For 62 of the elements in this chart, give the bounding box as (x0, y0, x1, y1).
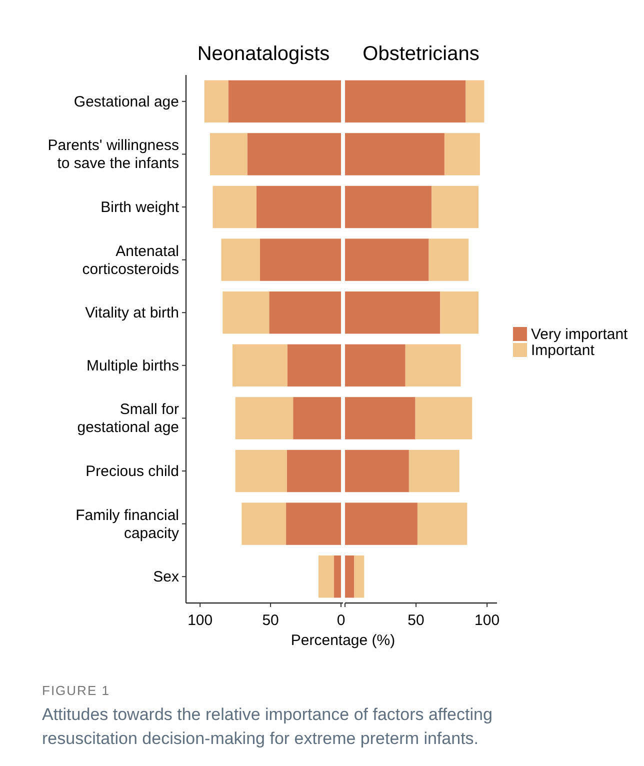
bar (415, 397, 472, 440)
bar (235, 450, 287, 492)
bar (286, 450, 341, 492)
x-axis-title: Percentage (%) (290, 632, 396, 649)
x-tick-label: 50 (262, 612, 279, 629)
bar (432, 186, 479, 228)
bar (222, 291, 270, 334)
bar (232, 344, 288, 387)
bar (221, 238, 260, 281)
bar (345, 80, 466, 123)
bar (345, 450, 409, 492)
bar (334, 555, 341, 598)
bar (405, 344, 461, 387)
bar (210, 133, 248, 176)
bar (247, 133, 341, 176)
bar (204, 80, 228, 123)
bar (345, 238, 429, 281)
bar (345, 291, 440, 334)
bar (269, 291, 341, 334)
x-tick-label: 100 (188, 612, 213, 629)
bar (318, 555, 334, 598)
bar (286, 502, 341, 545)
text: Attitudes towards the relative importance of factors affecting resuscitation decision-making for extreme preterm infants. (42, 705, 492, 748)
bar (212, 186, 256, 228)
bar (345, 186, 432, 228)
chart-title: Neonatalogists (197, 43, 330, 65)
y-tick-label: Sex (153, 568, 180, 586)
y-tick-label: Small for gestational age (77, 401, 179, 436)
bar (293, 397, 341, 440)
y-tick-label: Parents' willingness to save the infants (48, 137, 179, 172)
bar (287, 344, 341, 387)
bar (408, 450, 460, 492)
bar (345, 344, 406, 387)
caption: FIGURE 1 (42, 683, 110, 698)
y-tick-label: Birth weight (100, 199, 180, 216)
y-tick-label: Family financial capacity (76, 506, 180, 542)
y-tick-label: Antenatal corticosteroids (82, 242, 179, 278)
y-tick-label: Gestational age (74, 93, 179, 110)
bar (345, 555, 354, 598)
bar (228, 80, 341, 123)
legend-label: Very important (531, 326, 629, 343)
y-tick-label: Multiple births (86, 357, 179, 374)
bar (440, 291, 479, 334)
bar (242, 502, 286, 545)
bar (345, 133, 444, 176)
bar (466, 80, 484, 123)
y-tick-label: Precious child (86, 463, 179, 480)
bar (256, 186, 341, 228)
x-tick-label: 0 (336, 612, 346, 629)
y-tick-label: Vitality at birth (85, 304, 179, 322)
bar (260, 238, 341, 281)
x-tick-label: 50 (408, 612, 424, 629)
bar (235, 397, 294, 440)
bar (428, 238, 469, 281)
legend-label: Important (531, 342, 596, 359)
bar (417, 502, 468, 545)
bar (444, 133, 480, 176)
bar (345, 397, 416, 440)
chart-title: Obstetricians (362, 43, 480, 65)
bar (354, 555, 364, 598)
x-tick-label: 100 (474, 612, 500, 629)
bar (345, 502, 418, 545)
